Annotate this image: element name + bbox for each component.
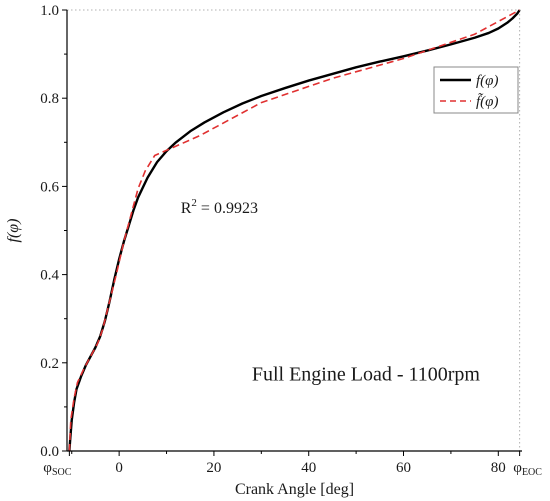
- x-tick-label: 60: [396, 460, 411, 476]
- y-tick-label: 0.0: [40, 444, 59, 460]
- reference-guides: [67, 9, 522, 451]
- legend: f(φ) f̃(φ): [433, 66, 519, 114]
- legend-label-f-tilde: f̃(φ): [476, 93, 498, 110]
- r-squared-value: = 0.9923: [197, 200, 258, 217]
- series-layer: [68, 9, 521, 452]
- y-tick-label: 0.8: [40, 91, 59, 107]
- annotations: R2 = 0.9923 Full Engine Load - 1100rpm: [181, 197, 481, 386]
- x-axis-label: Crank Angle [deg]: [235, 481, 354, 498]
- r-squared-symbol: R: [181, 200, 192, 217]
- y-tick-label: 0.6: [40, 179, 59, 195]
- r-squared-annotation: R2 = 0.9923: [181, 197, 258, 217]
- x-tick-label: 20: [206, 460, 221, 476]
- series-line-1: [68, 9, 521, 452]
- y-tick-label: 0.4: [40, 268, 59, 284]
- special-x-tick-symbol: φ: [43, 460, 52, 476]
- special-x-tick-label: φSOC: [43, 460, 71, 478]
- x-tick-label: 40: [301, 460, 316, 476]
- series-line-0: [68, 9, 521, 452]
- x-tick-label: 0: [115, 460, 123, 476]
- y-tick-label: 0.2: [40, 356, 59, 372]
- r-squared-superscript: 2: [191, 197, 197, 209]
- y-axis-label-text: f(φ): [5, 219, 22, 243]
- y-tick-label: 1.0: [40, 3, 59, 19]
- special-x-tick-subscript: EOC: [522, 467, 542, 478]
- x-tick-label: 80: [491, 460, 506, 476]
- condition-annotation: Full Engine Load - 1100rpm: [252, 363, 481, 385]
- special-x-tick-symbol: φ: [513, 460, 522, 476]
- special-x-tick-subscript: SOC: [52, 467, 72, 478]
- legend-box: [433, 66, 519, 114]
- special-x-tick-label: φEOC: [513, 460, 542, 478]
- ticks: [62, 9, 521, 456]
- legend-label-f: f(φ): [476, 73, 498, 89]
- y-axis-label: f(φ): [5, 219, 22, 243]
